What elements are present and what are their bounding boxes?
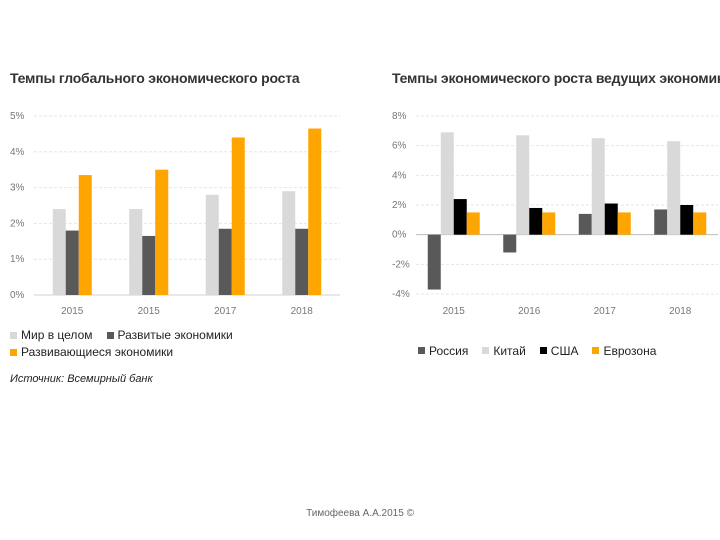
chart1-y-tick: 2% (10, 218, 25, 229)
footer-copyright: Тимофеева А.А.2015 © (306, 508, 414, 519)
chart2-bar (453, 199, 467, 235)
chart1-bar (295, 228, 309, 295)
legend-label: Китай (493, 343, 526, 358)
chart2-title: Темпы экономического роста ведущих эконо… (392, 70, 720, 86)
chart2-bar (693, 212, 707, 235)
legend-swatch (10, 349, 17, 356)
chart1-bar (129, 209, 143, 295)
chart2-bar (667, 141, 681, 235)
chart1-bar (308, 128, 322, 295)
chart2-bar (578, 213, 592, 235)
chart1-bar (65, 230, 79, 295)
chart2-bar (654, 209, 668, 235)
chart1-x-tick: 2015 (138, 306, 161, 317)
chart2-y-tick: -4% (392, 289, 410, 300)
chart1-bar (78, 175, 92, 295)
chart1-legend: Мир в целом Развитые экономики Развивающие… (10, 327, 350, 361)
chart2-bar (529, 207, 543, 235)
legend-swatch (592, 347, 600, 354)
chart2-x-tick: 2017 (594, 306, 617, 317)
chart2-bar (617, 212, 631, 235)
chart1-bar (142, 235, 156, 295)
chart2-y-tick: 2% (392, 200, 407, 211)
chart1: 0% 1% 2% 3% 4% 5% 2015 2015 2017 2018 (10, 111, 340, 317)
legend-swatch (482, 347, 490, 354)
legend-label: США (550, 343, 579, 358)
chart1-y-tick: 3% (10, 183, 25, 194)
legend-swatch (10, 332, 17, 339)
legend-label: Развивающиеся экономики (21, 345, 174, 359)
chart1-bar (155, 169, 169, 295)
chart2-x-tick: 2018 (669, 306, 692, 317)
chart1-x-tick: 2018 (291, 306, 314, 317)
legend-label: Мир в целом (21, 328, 93, 342)
legend-label: Развитые экономики (117, 328, 233, 342)
chart2-bar (604, 203, 618, 235)
legend-swatch (539, 347, 547, 354)
chart1-title: Темпы глобального экономического роста (10, 70, 300, 86)
chart1-x-tick: 2015 (61, 306, 84, 317)
chart2-legend: Россия Китай США Еврозона (418, 343, 670, 358)
chart2-legend-item: Еврозона (592, 344, 656, 358)
legend-swatch (106, 332, 114, 339)
chart1-bar (205, 194, 219, 295)
chart1-bar (231, 137, 245, 295)
legend-swatch (418, 347, 425, 354)
chart2-bar (516, 135, 530, 235)
chart2-bar (466, 212, 480, 235)
chart2-y-tick: 8% (392, 111, 407, 122)
chart2-legend-item: США (539, 343, 579, 358)
chart2-x-tick: 2015 (443, 306, 466, 317)
chart2-bar (680, 205, 694, 235)
chart2: -4% -2% 0% 2% 4% 6% 8% 2015 2016 2017 2018 (392, 111, 718, 317)
chart2-y-tick: -2% (392, 259, 410, 270)
chart1-legend-item: Мир в целом (10, 327, 93, 344)
chart1-x-tick: 2017 (214, 306, 237, 317)
chart1-y-tick: 4% (10, 147, 25, 158)
chart1-legend-item: Развивающиеся экономики (10, 344, 173, 361)
chart2-y-tick: 6% (392, 141, 407, 152)
chart1-y-tick: 5% (10, 111, 25, 122)
chart2-legend-item: Китай (482, 343, 526, 358)
chart2-y-tick: 4% (392, 170, 407, 181)
source-note: Источник: Всемирный банк (10, 373, 153, 385)
chart2-bar (440, 132, 454, 235)
chart1-y-tick: 1% (10, 254, 25, 265)
legend-label: Еврозона (603, 343, 657, 358)
chart2-bar (503, 234, 517, 253)
chart1-y-tick: 0% (10, 290, 25, 301)
legend-label: Россия (429, 343, 469, 358)
chart2-x-tick: 2016 (518, 306, 541, 317)
chart2-y-tick: 0% (392, 230, 407, 241)
chart1-legend-item: Развитые экономики (106, 327, 233, 344)
chart2-bar (542, 212, 556, 235)
chart1-bar (52, 209, 66, 295)
chart1-bar (282, 191, 296, 295)
chart1-bar (218, 228, 232, 295)
chart2-bar (427, 234, 441, 290)
chart2-legend-item: Россия (418, 344, 468, 358)
chart2-bar (591, 138, 605, 235)
